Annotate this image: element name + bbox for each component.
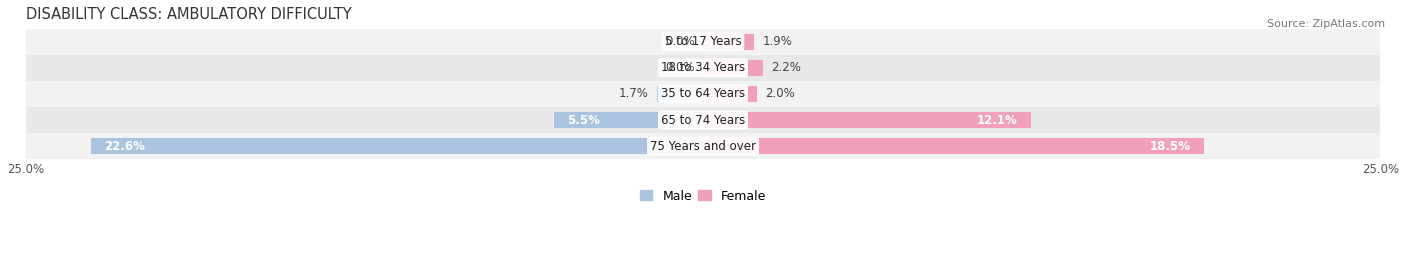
Bar [657, 86, 703, 102]
Bar [25, 55, 1381, 81]
Bar [25, 81, 1381, 107]
Bar [703, 34, 755, 50]
Text: 5.5%: 5.5% [568, 114, 600, 126]
Text: 2.0%: 2.0% [765, 87, 794, 100]
Text: 75 Years and over: 75 Years and over [650, 140, 756, 153]
Bar [703, 60, 762, 76]
Text: 18 to 34 Years: 18 to 34 Years [661, 61, 745, 74]
Bar [554, 112, 703, 128]
Text: 5 to 17 Years: 5 to 17 Years [665, 35, 741, 48]
Text: DISABILITY CLASS: AMBULATORY DIFFICULTY: DISABILITY CLASS: AMBULATORY DIFFICULTY [25, 7, 352, 22]
Text: Source: ZipAtlas.com: Source: ZipAtlas.com [1267, 19, 1385, 29]
Bar [25, 29, 1381, 55]
Bar [90, 138, 703, 154]
Text: 65 to 74 Years: 65 to 74 Years [661, 114, 745, 126]
Text: 1.7%: 1.7% [619, 87, 648, 100]
Text: 18.5%: 18.5% [1150, 140, 1191, 153]
Bar [703, 86, 758, 102]
Text: 12.1%: 12.1% [977, 114, 1018, 126]
Legend: Male, Female: Male, Female [636, 185, 770, 208]
Bar [703, 112, 1031, 128]
Text: 1.9%: 1.9% [762, 35, 793, 48]
Bar [25, 107, 1381, 133]
Text: 0.0%: 0.0% [665, 35, 695, 48]
Text: 35 to 64 Years: 35 to 64 Years [661, 87, 745, 100]
Text: 2.2%: 2.2% [770, 61, 800, 74]
Bar [703, 138, 1205, 154]
Text: 22.6%: 22.6% [104, 140, 145, 153]
Text: 0.0%: 0.0% [665, 61, 695, 74]
Bar [25, 133, 1381, 159]
